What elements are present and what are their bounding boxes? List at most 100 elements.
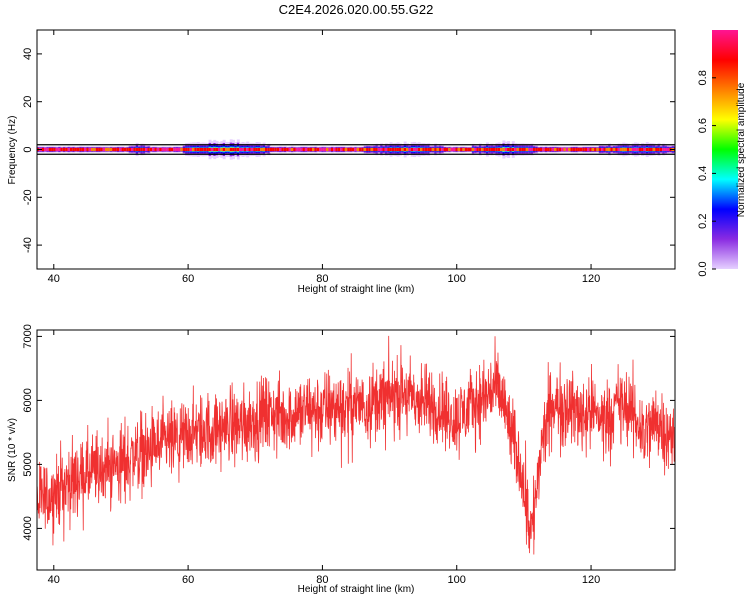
spectrogram-cell	[495, 147, 499, 152]
snr-y-ticks: 4000 5000 6000 7000	[22, 324, 675, 541]
colorbar-tick-label: 0.8	[697, 70, 709, 85]
spectrogram-cell	[316, 147, 320, 152]
spectrogram-cell	[460, 147, 464, 152]
spectrogram-cell	[255, 147, 259, 152]
spectrogram-cell	[152, 147, 156, 152]
spectrogram-cell	[657, 147, 661, 152]
spectrogram-cell	[549, 147, 553, 152]
y-tick-label: -40	[22, 237, 34, 253]
spectrogram-cell	[448, 147, 452, 152]
spectrogram-cell	[521, 147, 525, 152]
x-tick-label: 60	[182, 273, 194, 285]
spectrogram-cell	[217, 147, 221, 152]
spectrogram-cell	[474, 147, 478, 152]
y-tick-label: 4000	[22, 516, 34, 540]
spectrogram-cell	[267, 147, 271, 152]
spectrogram-cell	[619, 147, 623, 152]
spectrogram-cell	[170, 147, 174, 152]
spectrogram-cell	[276, 147, 280, 152]
spectrogram-cell	[509, 147, 513, 152]
spectrogram-cell	[74, 147, 78, 152]
spectrogram-cell	[67, 147, 71, 152]
colorbar-tick-label: 0.4	[697, 166, 709, 181]
spectrogram-cell	[493, 147, 496, 152]
spectrogram-cell	[262, 147, 266, 152]
spectrogram-cell	[312, 147, 315, 152]
spectrogram-cell	[65, 147, 69, 152]
spectrogram-cell	[213, 147, 217, 152]
spectrogram-cell	[462, 147, 466, 152]
spectrogram-cell	[424, 147, 428, 152]
spectrogram-cell	[168, 147, 172, 152]
spectrogram-cell	[161, 147, 165, 152]
spectrogram-cell	[582, 147, 586, 152]
spectrogram-cell	[370, 147, 374, 152]
spectrogram-cell	[601, 147, 605, 152]
spectrogram-cell	[568, 147, 572, 152]
spectrogram-cell	[93, 147, 97, 152]
spectrogram-cell	[304, 147, 308, 152]
spectrogram-cell	[650, 147, 654, 152]
spectrogram-cell	[88, 147, 92, 152]
spectrogram-cell	[173, 147, 177, 152]
x-tick-label: 120	[582, 273, 600, 285]
spectrogram-cell	[666, 147, 670, 152]
spectrogram-cell	[163, 147, 167, 152]
spectrogram-cell	[302, 147, 306, 152]
spectrogram-cell	[556, 147, 560, 152]
spectrogram-cell	[290, 147, 294, 152]
spectrogram-cell	[540, 147, 543, 152]
spectrogram-cell	[123, 147, 127, 152]
snr-panel: 40 60 80 100 120 4000 5000 6000 7000 Height of …	[7, 324, 676, 595]
colorbar-tick-label: 0.2	[697, 214, 709, 229]
spectrogram-cell	[199, 147, 203, 152]
spectrogram-cell	[175, 147, 179, 152]
spectrogram-cell	[60, 147, 64, 152]
spectrogram-cell	[295, 147, 299, 152]
spectrogram-cell	[269, 147, 273, 152]
spectrogram-cell	[283, 147, 287, 152]
spectrogram-cell	[589, 147, 593, 152]
spectrogram-cell	[119, 147, 123, 152]
spectrogram-cell	[286, 147, 290, 152]
spectrogram-cell	[537, 147, 541, 152]
spectrogram-cell	[62, 147, 66, 152]
spectrogram-cell	[84, 147, 87, 152]
spectrogram-cell	[48, 147, 52, 152]
spectrogram-cell	[328, 147, 332, 152]
spectrogram-cell	[41, 147, 45, 152]
spectrogram-cell	[467, 147, 471, 152]
spectrogram-cell	[575, 147, 579, 152]
spectrogram-cell	[142, 147, 146, 152]
spectrogram-cell	[351, 147, 355, 152]
spectrogram-cell	[95, 147, 99, 152]
spectrogram-cell	[361, 147, 365, 152]
spectrogram-cell	[326, 147, 330, 152]
spectrogram-cell	[591, 147, 595, 152]
spectrogram-cell	[645, 147, 649, 152]
spectrogram-cell	[544, 147, 548, 152]
spectrogram-cell	[617, 147, 621, 152]
spectrogram-cell	[525, 147, 529, 152]
x-tick-label: 40	[48, 273, 60, 285]
spectrogram-cell	[260, 147, 264, 152]
colorbar: 0.0 0.2 0.4 0.6 0.8 Normalized spectral ampl…	[697, 30, 747, 277]
x-tick-label: 80	[316, 273, 328, 285]
spectrogram-cell	[319, 147, 323, 152]
spectrogram-cell	[51, 147, 55, 152]
spectrogram-cell	[579, 147, 583, 152]
spectrogram-cell	[131, 147, 134, 152]
spectrogram-cell	[102, 147, 106, 152]
spectrogram-cell	[116, 147, 120, 152]
x-tick-label: 40	[48, 574, 60, 586]
spectrogram-cell	[203, 147, 207, 152]
snr-x-ticks: 40 60 80 100 120	[48, 330, 600, 586]
spectrogram-cell	[192, 147, 196, 152]
spectrogram-cell	[178, 147, 181, 152]
spectrogram-cell	[481, 147, 485, 152]
spectrogram-cell	[598, 147, 602, 152]
spectrogram-cell	[107, 147, 111, 152]
spectrogram-cell	[112, 147, 116, 152]
spectrogram-cell	[406, 147, 409, 152]
